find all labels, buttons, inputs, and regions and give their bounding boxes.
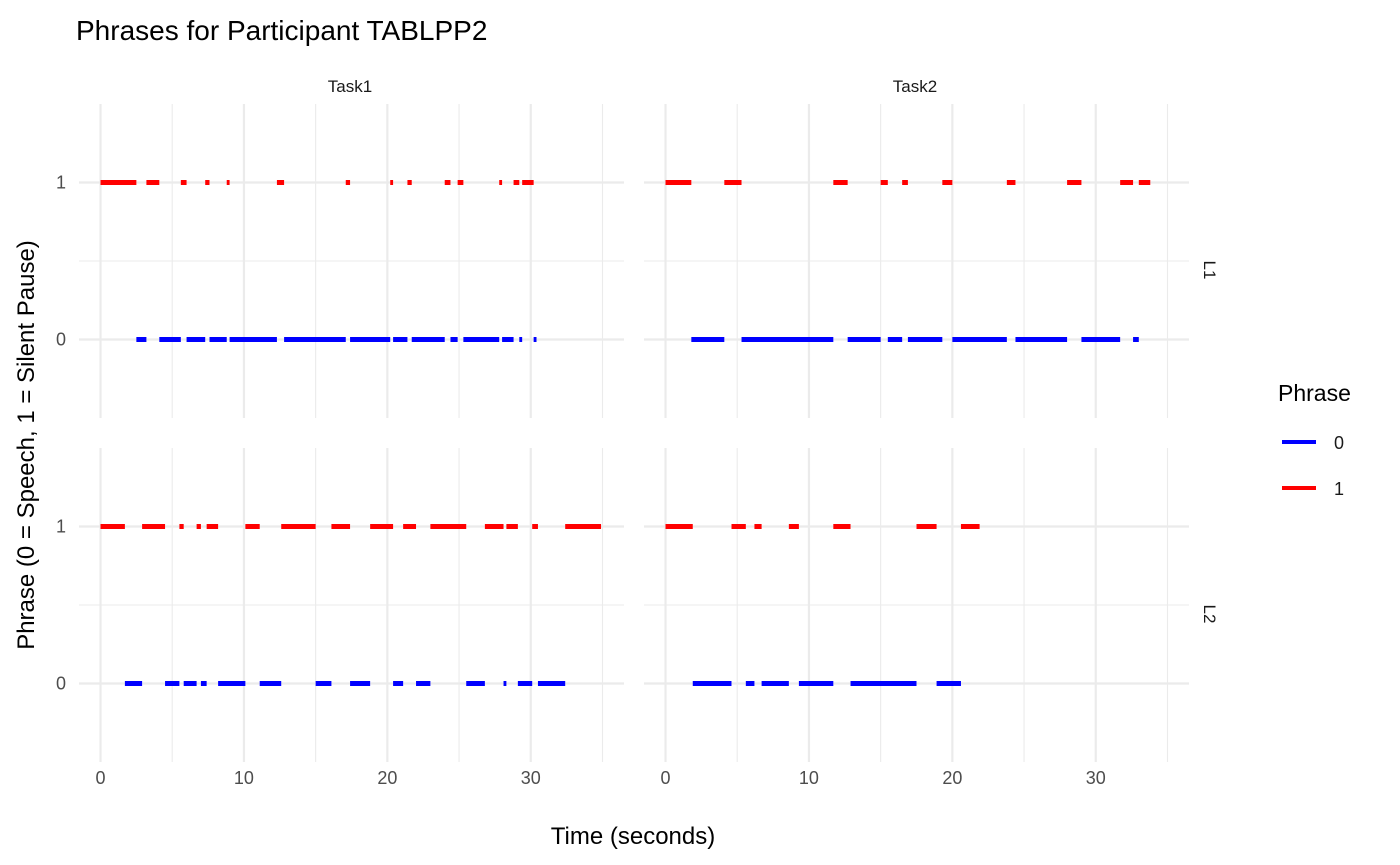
legend-label-pause: 1 — [1334, 479, 1344, 499]
strip-row-l2: L2 — [1200, 605, 1219, 624]
panel-task1-l2 — [79, 448, 624, 762]
x-tick-label: 20 — [377, 768, 397, 788]
y-tick-label: 0 — [56, 674, 66, 694]
x-tick-label: 0 — [96, 768, 106, 788]
x-tick-label: 10 — [799, 768, 819, 788]
x-tick-label: 30 — [1086, 768, 1106, 788]
panel-task1-l1 — [79, 104, 624, 418]
y-axis-ticks: 0 1 0 1 — [56, 173, 66, 694]
y-tick-label: 1 — [56, 173, 66, 193]
y-axis-title: Phrase (0 = Speech, 1 = Silent Pause) — [13, 240, 40, 650]
y-tick-label: 1 — [56, 517, 66, 537]
x-tick-label: 0 — [661, 768, 671, 788]
x-tick-label: 20 — [942, 768, 962, 788]
legend-label-speech: 0 — [1334, 433, 1344, 453]
chart-title: Phrases for Participant TABLPP2 — [76, 15, 487, 46]
strip-col-task1: Task1 — [328, 77, 372, 96]
legend-title: Phrase — [1278, 380, 1351, 406]
x-tick-label: 30 — [521, 768, 541, 788]
x-axis-title: Time (seconds) — [551, 823, 715, 850]
panel-task2-l2 — [644, 448, 1189, 762]
panel-task2-l1 — [644, 104, 1189, 418]
x-axis-ticks: 0 10 20 30 0 10 20 30 — [96, 768, 1106, 788]
strip-col-task2: Task2 — [893, 77, 937, 96]
x-tick-label: 10 — [234, 768, 254, 788]
legend: Phrase 0 1 — [1278, 380, 1351, 499]
strip-row-l1: L1 — [1200, 261, 1219, 280]
panels — [79, 104, 1189, 762]
y-tick-label: 0 — [56, 330, 66, 350]
